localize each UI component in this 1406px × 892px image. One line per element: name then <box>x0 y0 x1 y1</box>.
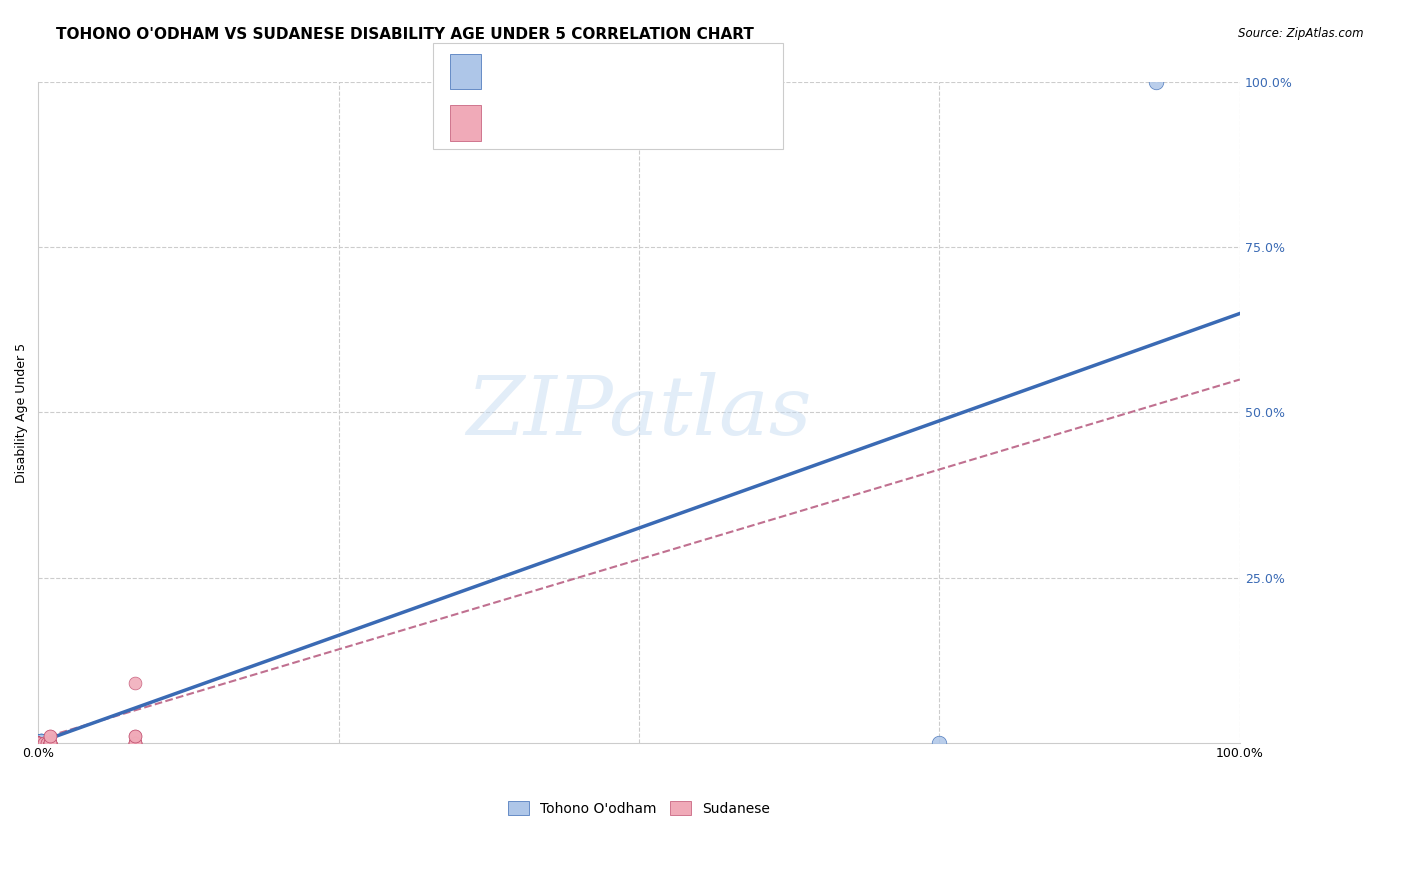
Text: 0.703: 0.703 <box>534 66 582 81</box>
Point <box>124 735 146 749</box>
Point <box>27 735 49 749</box>
Point <box>124 735 146 749</box>
Point <box>27 735 49 749</box>
Point <box>30 734 52 748</box>
Text: Source: ZipAtlas.com: Source: ZipAtlas.com <box>1239 27 1364 40</box>
Text: N =: N = <box>609 66 643 81</box>
Text: N =: N = <box>609 117 643 132</box>
Legend: Tohono O'odham, Sudanese: Tohono O'odham, Sudanese <box>502 796 776 822</box>
Point <box>30 734 52 748</box>
Point <box>27 735 49 749</box>
Point <box>124 729 146 743</box>
Point <box>39 735 62 749</box>
Point <box>27 735 49 749</box>
Text: 7: 7 <box>652 66 668 81</box>
Point <box>27 735 49 749</box>
Point <box>30 734 52 748</box>
Point <box>27 735 49 749</box>
Point <box>39 729 62 743</box>
Point <box>27 735 49 749</box>
Point <box>124 676 146 690</box>
Text: TOHONO O'ODHAM VS SUDANESE DISABILITY AGE UNDER 5 CORRELATION CHART: TOHONO O'ODHAM VS SUDANESE DISABILITY AG… <box>56 27 754 42</box>
Point <box>39 735 62 749</box>
Text: ZIPatlas: ZIPatlas <box>467 373 811 452</box>
Point <box>27 735 49 749</box>
Point <box>27 735 49 749</box>
Point <box>30 734 52 748</box>
Point <box>39 735 62 749</box>
Point <box>27 735 49 749</box>
Point <box>39 735 62 749</box>
Point <box>27 735 49 749</box>
Point <box>39 735 62 749</box>
Text: R =: R = <box>492 117 526 132</box>
Text: 39: 39 <box>652 117 673 132</box>
Text: R =: R = <box>492 66 526 81</box>
Point <box>124 735 146 749</box>
Point <box>39 735 62 749</box>
Point <box>39 729 62 743</box>
Point <box>27 735 49 749</box>
Point <box>27 735 49 749</box>
Point <box>124 735 146 749</box>
Point <box>1144 75 1167 89</box>
Point <box>34 735 56 749</box>
Point <box>35 735 58 749</box>
Point <box>39 735 62 749</box>
Point <box>928 735 950 749</box>
Point <box>124 729 146 743</box>
Point <box>34 735 56 749</box>
Point <box>27 735 49 749</box>
Point <box>35 735 58 749</box>
Point <box>27 735 49 749</box>
Point <box>30 734 52 748</box>
Y-axis label: Disability Age Under 5: Disability Age Under 5 <box>15 343 28 483</box>
Point <box>27 735 49 749</box>
Point <box>27 735 49 749</box>
Point <box>27 735 49 749</box>
Point <box>39 735 62 749</box>
Text: 0.572: 0.572 <box>534 117 582 132</box>
